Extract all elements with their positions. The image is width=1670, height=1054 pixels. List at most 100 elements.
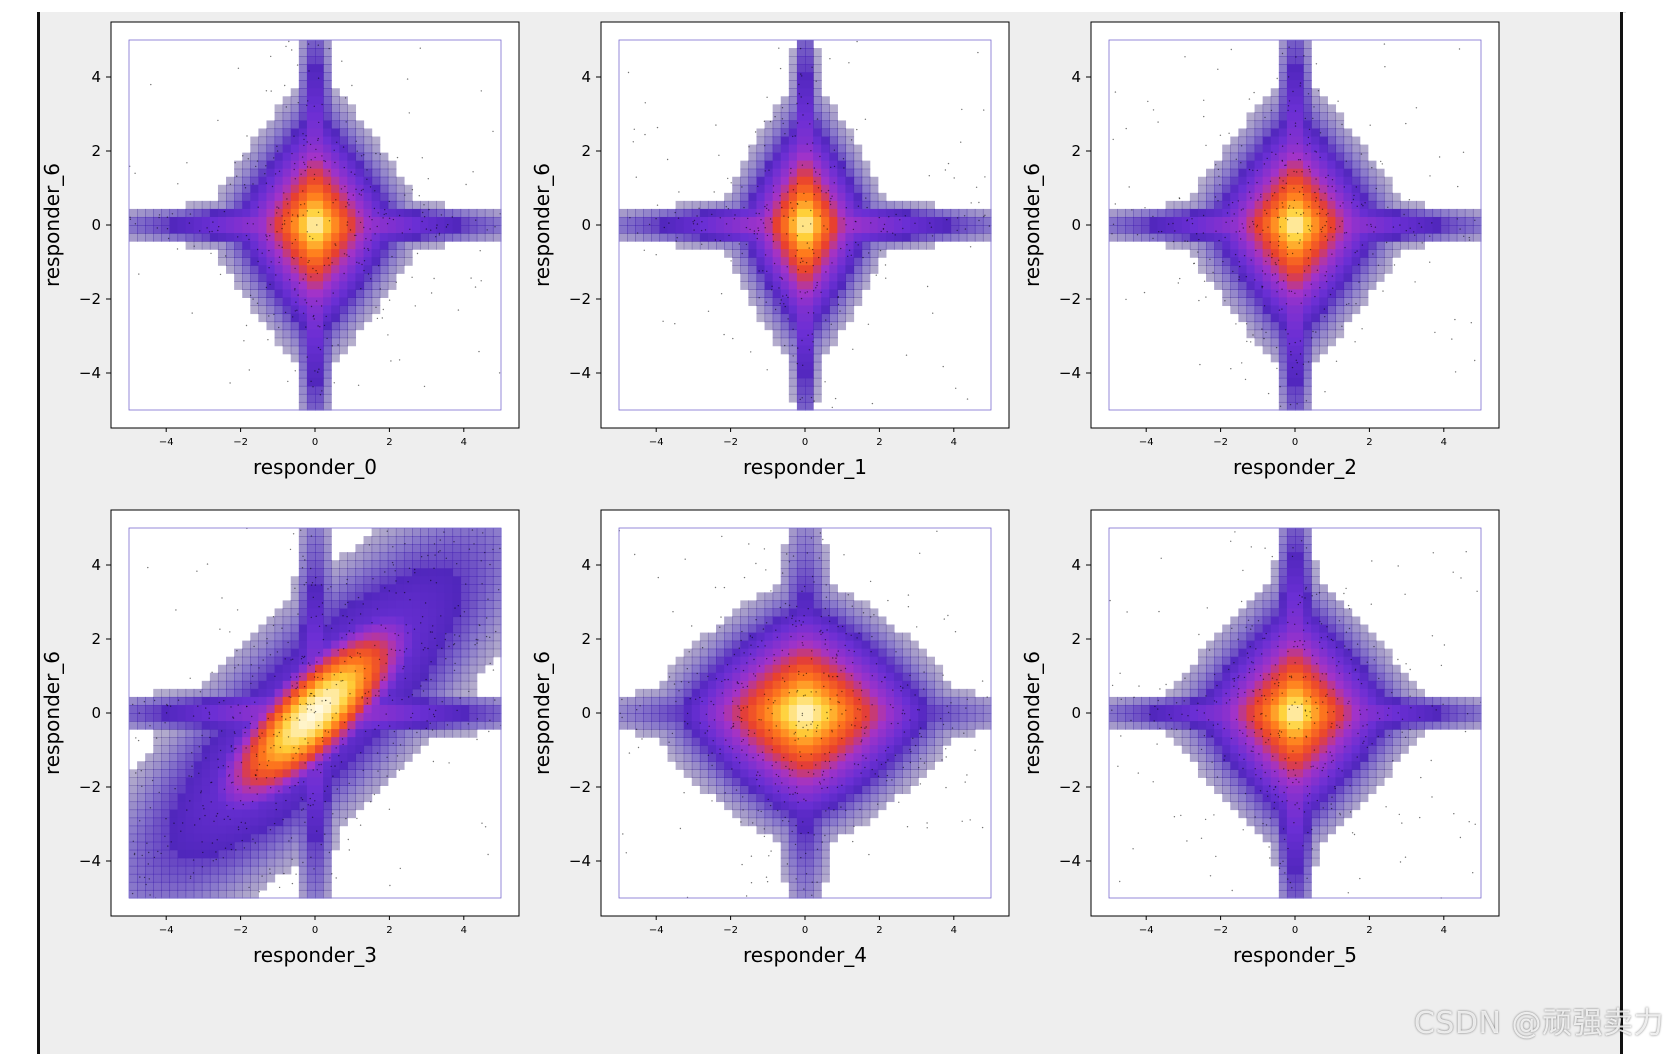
heatmap-cell: [821, 208, 830, 218]
heatmap-cell: [339, 761, 348, 770]
heatmap-cell: [339, 624, 348, 634]
heatmap-cell: [436, 216, 445, 226]
heatmap-cell: [788, 297, 798, 307]
heatmap-cell: [780, 225, 790, 234]
heatmap-cell: [805, 393, 814, 403]
heatmap-cell: [290, 160, 300, 170]
heatmap-cell: [813, 152, 822, 162]
scatter-point: [1418, 222, 1420, 225]
scatter-point: [824, 381, 826, 383]
heatmap-cell: [1351, 281, 1361, 290]
heatmap-cell: [290, 176, 300, 186]
heatmap-cell: [910, 241, 919, 250]
heatmap-cell: [460, 616, 470, 626]
heatmap-cell: [1351, 249, 1361, 258]
scatter-point: [337, 344, 339, 346]
scatter-point: [246, 135, 248, 137]
heatmap-cell: [274, 200, 284, 210]
scatter-point: [387, 334, 389, 336]
scatter-point: [390, 648, 393, 650]
heatmap-cell: [379, 257, 389, 266]
scatter-point: [784, 133, 786, 135]
heatmap-cell: [958, 225, 968, 234]
heatmap-cell: [740, 176, 749, 186]
scatter-point: [831, 262, 833, 264]
heatmap-cell: [209, 241, 219, 250]
heatmap-cell: [217, 208, 227, 218]
heatmap-cell: [1262, 281, 1272, 290]
heatmap-cell: [764, 200, 774, 210]
heatmap-cell: [193, 873, 203, 883]
heatmap-cell: [339, 144, 348, 154]
heatmap-cell: [492, 624, 502, 634]
heatmap-cell: [1286, 80, 1296, 89]
heatmap-cell: [893, 200, 903, 210]
heatmap-cell: [234, 777, 243, 786]
heatmap-cell: [258, 273, 268, 282]
heatmap-cell: [298, 281, 308, 290]
heatmap-cell: [379, 777, 389, 786]
heatmap-cell: [869, 208, 879, 218]
heatmap-cell: [315, 656, 324, 666]
heatmap-cell: [861, 265, 871, 274]
heatmap-cell: [1303, 136, 1312, 146]
heatmap-cell: [1133, 216, 1142, 226]
heatmap-cell: [651, 225, 661, 234]
scatter-point: [333, 382, 335, 384]
heatmap-cell: [250, 257, 259, 266]
heatmap-cell: [1400, 233, 1409, 242]
heatmap-cell: [1343, 265, 1353, 274]
heatmap-cell: [764, 273, 774, 282]
heatmap-cell: [1319, 321, 1328, 331]
heatmap-cell: [201, 817, 211, 827]
heatmap-cell: [788, 241, 798, 250]
heatmap-cell: [853, 200, 863, 210]
heatmap-cell: [492, 632, 502, 642]
heatmap-cell: [282, 841, 292, 851]
heatmap-cell: [716, 233, 725, 242]
heatmap-cell: [234, 729, 243, 738]
heatmap-cell: [403, 192, 413, 202]
heatmap-cell: [1335, 176, 1345, 186]
heatmap-cell: [1214, 192, 1223, 202]
scatter-point: [230, 843, 232, 846]
heatmap-cell: [885, 200, 895, 210]
heatmap-cell: [796, 241, 806, 250]
heatmap-cell: [201, 737, 211, 746]
scatter-point: [875, 274, 877, 276]
heatmap-cell: [1246, 200, 1256, 210]
scatter-point: [323, 324, 326, 327]
scatter-point: [1358, 263, 1360, 266]
heatmap-cell: [1278, 353, 1288, 363]
scatter-point: [811, 333, 813, 335]
heatmap-cell: [1278, 225, 1288, 234]
scatter-point: [1321, 226, 1324, 229]
heatmap-cell: [428, 721, 437, 730]
scatter-point: [473, 543, 475, 545]
heatmap-cell: [1319, 112, 1328, 122]
heatmap-cell: [306, 200, 316, 210]
scatter-point: [864, 118, 867, 121]
heatmap-cell: [829, 233, 838, 242]
heatmap-cell: [331, 337, 340, 347]
scatter-point: [668, 222, 670, 224]
heatmap-cell: [1238, 144, 1248, 154]
scatter-point: [1276, 291, 1278, 293]
scatter-point: [345, 633, 348, 636]
heatmap-cell: [306, 184, 316, 194]
scatter-point: [363, 247, 366, 249]
heatmap-cell: [460, 704, 470, 714]
scatter-point: [895, 213, 897, 216]
scatter-point: [772, 240, 775, 243]
heatmap-cell: [780, 176, 790, 186]
heatmap-cell: [323, 648, 332, 658]
heatmap-cell: [355, 136, 365, 146]
heatmap-cell: [242, 249, 251, 258]
scatter-point: [306, 356, 308, 358]
scatter-point: [218, 701, 220, 704]
scatter-point: [1370, 225, 1373, 228]
heatmap-cell: [387, 576, 397, 585]
heatmap-cell: [379, 576, 389, 585]
heatmap-cell: [339, 176, 348, 186]
heatmap-cell: [1303, 80, 1312, 89]
